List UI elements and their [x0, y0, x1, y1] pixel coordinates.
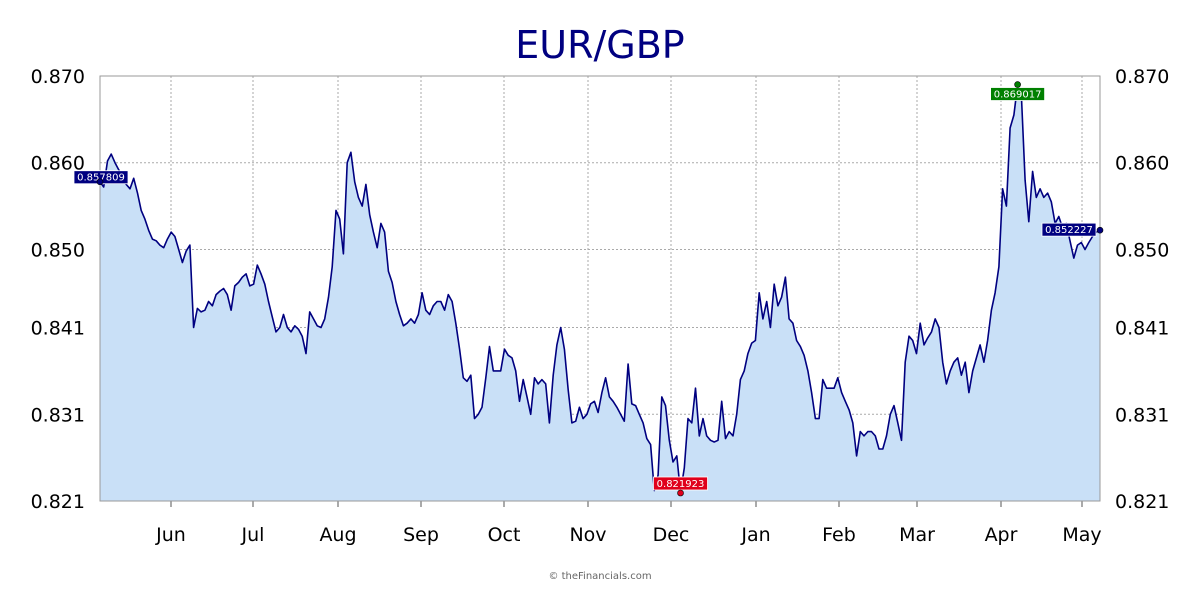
x-tick-label: May: [1062, 524, 1101, 546]
marker-tag-last: [1041, 222, 1097, 237]
x-tick-label: Apr: [985, 524, 1018, 546]
series-line: [99, 83, 1101, 494]
y-tick-label-right: 0.860: [1115, 153, 1169, 175]
x-tick-label: Jan: [740, 524, 770, 546]
marker-point-high: [1014, 81, 1021, 88]
plot-frame: [99, 75, 1101, 502]
y-tick-label-right: 0.821: [1115, 491, 1169, 513]
y-tick-label-left: 0.831: [31, 404, 85, 426]
y-tick-label-right: 0.870: [1115, 66, 1169, 88]
marker-label-high: 0.869017: [994, 90, 1042, 101]
marker-point-last: [1096, 226, 1104, 234]
y-tick-label-left: 0.850: [31, 239, 85, 261]
marker-point-low: [677, 489, 684, 497]
axes: 0.870 0.870 0.860 0.860 0.850 0.850 0.841 0.841…: [31, 66, 1170, 546]
chart-title: EUR/GBP: [515, 23, 684, 67]
x-tick-label: Feb: [822, 524, 856, 546]
x-tick-label: Mar: [899, 524, 935, 546]
y-tick-label-left: 0.821: [31, 491, 85, 513]
x-tick-label: Jun: [155, 524, 186, 546]
y-tick-label-right: 0.850: [1115, 239, 1169, 261]
marker-label-last: 0.852227: [1045, 225, 1093, 236]
x-tick-label: Sep: [403, 524, 439, 546]
y-tick-label-left: 0.870: [31, 66, 85, 88]
area-layer: [99, 83, 1101, 501]
x-tick-label: Nov: [569, 524, 606, 546]
y-tick-label-left: 0.841: [31, 318, 85, 340]
credit-text: © theFinancials.com: [548, 571, 651, 582]
x-tick-label: Dec: [653, 524, 690, 546]
x-tick-label: Oct: [488, 524, 521, 546]
marker-label-start: 0.857809: [77, 173, 125, 184]
marker-label-low: 0.821923: [657, 479, 705, 490]
y-tick-label-right: 0.841: [1115, 318, 1169, 340]
y-tick-label-left: 0.860: [31, 153, 85, 175]
x-tick-label: Jul: [241, 524, 265, 546]
y-tick-label-right: 0.831: [1115, 404, 1169, 426]
marker-point-start: [96, 178, 104, 186]
x-tick-label: Aug: [319, 524, 356, 546]
series-area: [100, 84, 1100, 501]
price-markers: 0.857809 0.821923 0.869017 0.852227: [73, 81, 1104, 497]
